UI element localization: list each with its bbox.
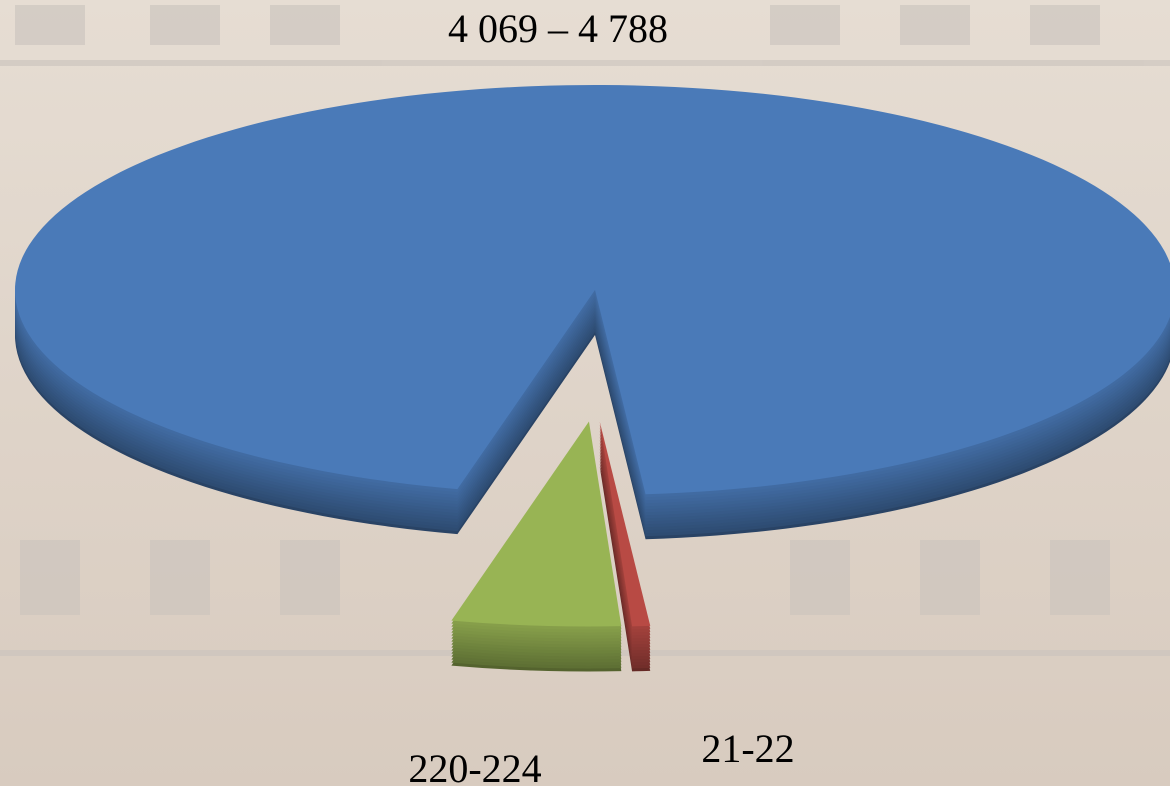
slice-label: 220-224: [408, 746, 541, 786]
slice-label: 21-22: [701, 726, 794, 771]
chart: 4 069 – 4 788 220-224 21-22: [0, 0, 1170, 786]
page: {"chart_data": {"type": "pie", "categori…: [0, 0, 1170, 786]
slice-label: 4 069 – 4 788: [448, 6, 668, 51]
